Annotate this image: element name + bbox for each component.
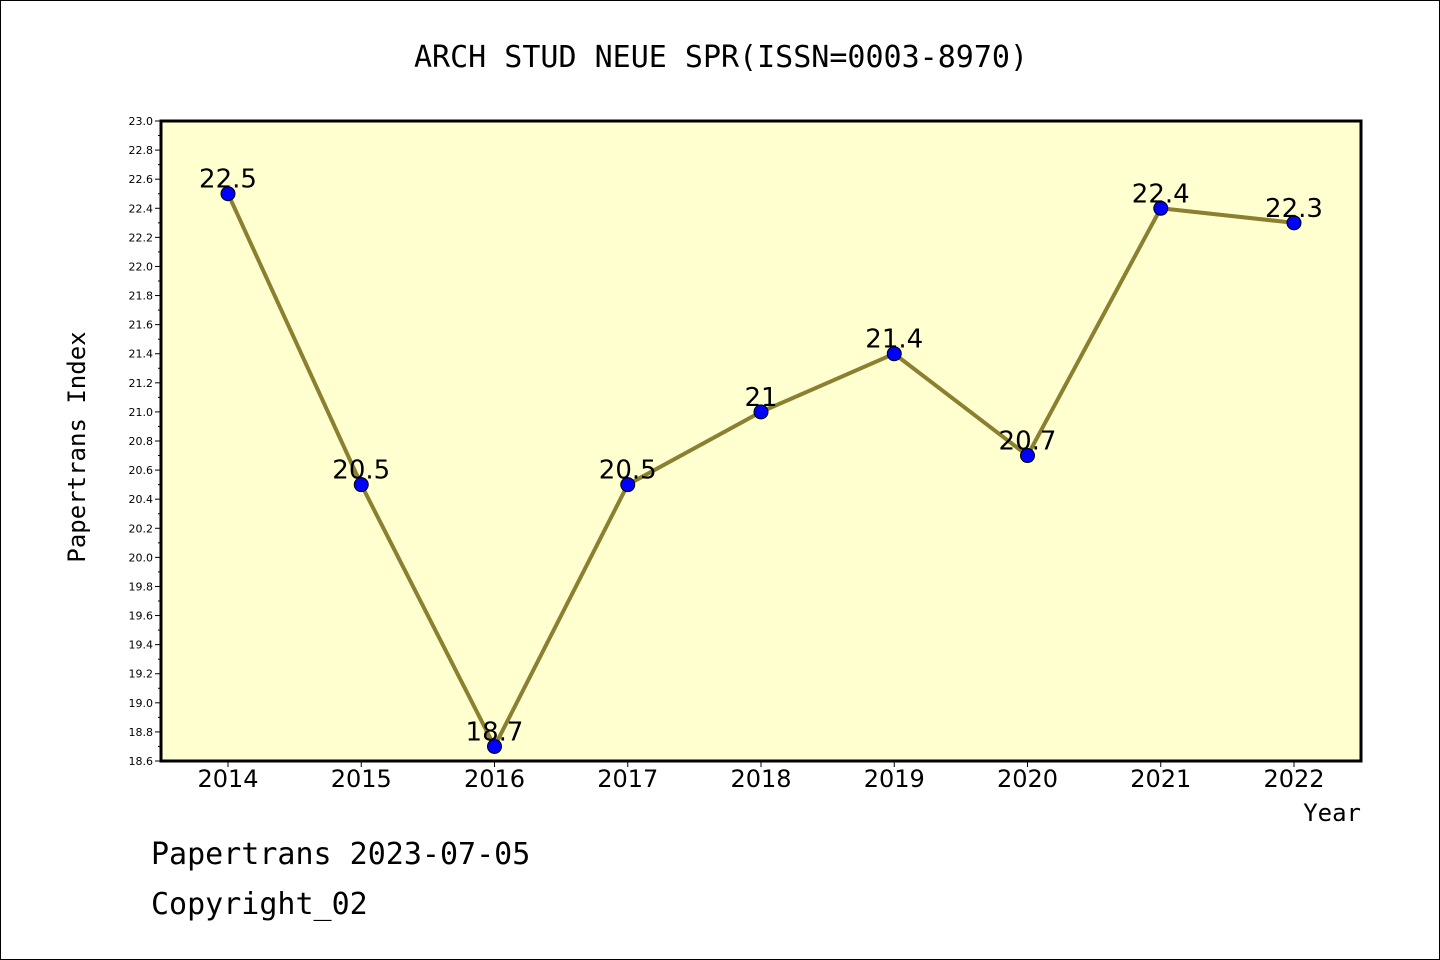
y-tick-label: 21.6 [129, 319, 154, 332]
data-labels: 22.5 20.5 18.7 20.5 21 21.4 20.7 22.4 22.3 [199, 165, 1323, 748]
y-tick-label: 21.2 [129, 377, 154, 390]
data-point [353, 477, 369, 493]
y-tick-label: 18.8 [129, 726, 154, 739]
data-point [620, 477, 636, 493]
data-label: 22.5 [199, 165, 257, 195]
y-tick-label: 20.2 [129, 522, 154, 535]
x-tick-label: 2017 [597, 765, 658, 793]
y-tick-label: 22.6 [129, 173, 154, 186]
data-point [220, 186, 236, 202]
y-tick-label: 20.4 [129, 493, 154, 506]
y-tick-label: 20.0 [129, 551, 154, 564]
series-layer [220, 186, 1302, 754]
footer-date: Papertrans 2023-07-05 [151, 837, 530, 872]
data-label: 20.5 [332, 456, 390, 486]
y-tick-label: 21.8 [129, 290, 154, 303]
x-tick-label: 2015 [331, 765, 392, 793]
y-tick-label: 23.0 [129, 115, 154, 128]
data-point [1153, 200, 1169, 216]
y-tick-label: 19.8 [129, 580, 154, 593]
data-point [1020, 448, 1035, 464]
data-label: 20.7 [999, 427, 1057, 457]
x-tick-label: 2018 [730, 765, 791, 793]
x-tick-label: 2014 [197, 765, 258, 793]
y-tick-label: 21.0 [129, 406, 154, 419]
x-axis: 2014 2015 2016 2017 2018 2019 2020 2021 2022 [197, 761, 1325, 793]
x-tick-label: 2021 [1130, 765, 1191, 793]
y-tick-label: 22.4 [129, 202, 154, 215]
data-label: 18.7 [466, 717, 524, 747]
data-label: 22.4 [1132, 179, 1190, 209]
y-tick-label: 20.6 [129, 464, 154, 477]
plot-area [159, 119, 1363, 763]
chart-title: ARCH STUD NEUE SPR(ISSN=0003-8970) [414, 40, 1028, 75]
data-point [1286, 215, 1302, 231]
y-tick-label: 21.4 [129, 348, 154, 361]
y-tick-label: 18.6 [129, 755, 154, 768]
x-tick-label: 2022 [1263, 765, 1324, 793]
x-axis-label: Year [1303, 799, 1361, 827]
y-tick-label: 22.0 [129, 260, 154, 273]
y-tick-label: 19.4 [129, 639, 154, 652]
y-tick-label: 20.8 [129, 435, 154, 448]
data-label: 21.4 [865, 325, 923, 355]
x-tick-label: 2020 [997, 765, 1058, 793]
x-tick-label: 2016 [464, 765, 525, 793]
data-label: 21 [744, 383, 777, 413]
y-tick-label: 19.0 [129, 697, 154, 710]
y-axis: 18.6 18.8 19.0 19.2 19.4 19.6 19.8 20.0 20.2 20.4… [129, 115, 161, 768]
y-tick-label: 19.6 [129, 610, 154, 623]
y-tick-label: 19.2 [129, 668, 154, 681]
y-axis-label: Papertrans Index [63, 331, 91, 562]
footer-copyright: Copyright_02 [151, 887, 368, 922]
x-tick-label: 2019 [864, 765, 925, 793]
data-point [886, 346, 902, 362]
data-label: 20.5 [599, 456, 657, 486]
data-point [753, 404, 769, 420]
data-label: 22.3 [1265, 194, 1323, 224]
y-tick-label: 22.2 [129, 231, 154, 244]
data-point [487, 738, 502, 754]
y-tick-label: 22.8 [129, 144, 154, 157]
